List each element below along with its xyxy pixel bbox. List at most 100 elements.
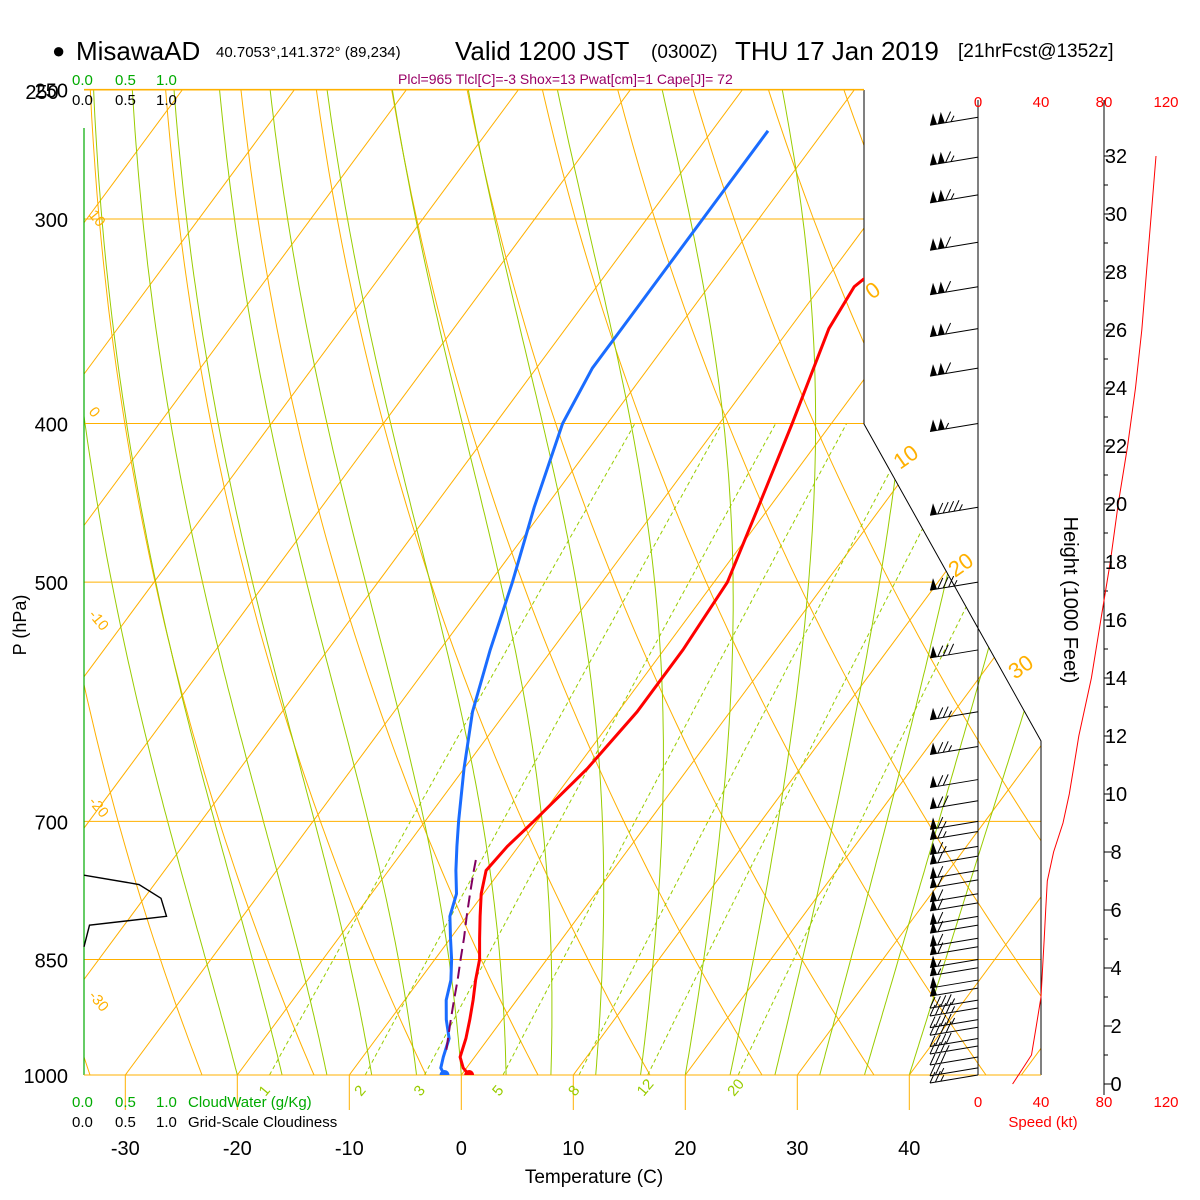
speed-bottom-tick: 120 (1153, 1094, 1178, 1111)
wind-barb-feather (934, 1052, 941, 1065)
wind-barb-feather (937, 933, 944, 946)
wind-barb-staff (929, 116, 979, 126)
isotherm-line (908, 90, 1041, 1075)
cloud-water-label: CloudWater (g/Kg) (188, 1094, 312, 1111)
sounding-indices: Plcl=965 Tlcl[C]=-3 Shox=13 Pwat[cm]=1 C… (398, 71, 733, 87)
wind-barb (929, 994, 979, 1009)
cloud-water-bottom-tick: 0.5 (115, 1094, 136, 1111)
temperature-trace (458, 129, 1038, 1075)
wind-barb-staff (929, 958, 979, 968)
cloudiness-top-tick: 0.0 (72, 92, 93, 109)
height-tick-label: 0 (1110, 1074, 1121, 1096)
wind-barb-staff (929, 915, 979, 925)
pressure-tick-label: 850 (35, 950, 68, 972)
wind-barb-feather (937, 796, 944, 808)
moist-adiabat-line (556, 90, 664, 1075)
wind-barb-feather (934, 1023, 941, 1035)
wind-barb (929, 976, 979, 989)
wind-barb-staff (929, 800, 979, 810)
wind-barb-feather (934, 995, 941, 1008)
wind-barb-feather (940, 1014, 947, 1026)
wind-barb-feather (945, 1021, 952, 1033)
wind-barb-feather (937, 741, 944, 754)
wind-barb-half-feather (942, 831, 947, 838)
mixing-ratio-label: 5 (489, 1082, 507, 1099)
wind-barb-flag (937, 362, 945, 375)
height-tick-label: 20 (1105, 494, 1127, 516)
wind-barb (929, 955, 979, 968)
wind-barb-feather (934, 1041, 941, 1054)
wind-barb-feather (934, 1070, 941, 1083)
wind-barb (929, 500, 979, 516)
dry-adiabat-line (391, 90, 763, 1075)
cloud-water-top-tick: 0.5 (115, 72, 136, 89)
wind-barb-feather (948, 575, 955, 588)
wind-barb (929, 1040, 979, 1055)
wind-barb-feather (942, 576, 949, 589)
height-tick-label: 4 (1110, 958, 1121, 980)
wind-barb-flag (930, 238, 937, 251)
dry-adiabat-line (240, 90, 539, 1075)
wind-barb-feather (929, 1016, 936, 1028)
wind-barb-flag (930, 866, 937, 879)
wind-barb-feather (942, 706, 949, 718)
wind-barb-flag (930, 113, 937, 126)
wind-barb-staff (929, 649, 979, 659)
station-name: MisawaAD (76, 36, 201, 66)
wind-barb-staff (929, 1067, 979, 1077)
isotherm-label: 10 (85, 207, 109, 231)
valid-time: Valid 1200 JST (455, 36, 630, 66)
dry-adiabat-line (1070, 89, 1200, 1075)
wind-barb-feather (940, 1051, 947, 1064)
wind-barb-feather (948, 643, 955, 656)
height-axis-label: Height (1000 Feet) (1059, 517, 1081, 684)
wind-barb-flag (930, 796, 937, 809)
valid-time-z: (0300Z) (651, 42, 718, 63)
mixing-ratio-line (364, 423, 723, 1075)
wind-barb (929, 984, 979, 997)
wind-barb-feather (929, 1035, 936, 1047)
wind-barb-staff (929, 987, 979, 997)
wind-barb-feather (945, 189, 952, 201)
wind-barb (929, 322, 979, 338)
wind-barb-staff (929, 194, 979, 204)
wind-barb-half-feather (951, 1006, 956, 1013)
wind-barb-flag (930, 707, 937, 720)
wind-barb (929, 851, 979, 865)
wind-barb-feather (942, 741, 949, 753)
wind-barb-flag (937, 281, 945, 294)
wind-barb (929, 741, 979, 755)
wind-barb-staff (929, 156, 979, 166)
wind-barb-flag (930, 827, 937, 840)
wind-barb-half-feather (951, 998, 956, 1005)
cloudiness-bottom-tick: 0.0 (72, 1114, 93, 1131)
mixing-ratio-line (578, 423, 916, 1075)
wind-barb-staff (929, 1026, 979, 1036)
wind-barb-flag (930, 921, 937, 934)
wind-barb-feather (929, 1064, 936, 1077)
wind-barb-feather (929, 1004, 936, 1017)
isotherm-line (84, 90, 408, 1075)
wind-barb (929, 151, 979, 166)
wind-barb (929, 1021, 979, 1036)
mixing-ratio-label: 2 (351, 1082, 369, 1099)
speed-bottom-tick: 40 (1033, 1094, 1050, 1111)
cloudiness-bottom-tick: 0.5 (115, 1114, 136, 1131)
wind-barb-feather (945, 151, 952, 163)
wind-barb-half-feather (948, 745, 953, 752)
wind-barb-half-feather (942, 820, 947, 828)
wind-barb-half-feather (945, 1045, 950, 1052)
height-tick-label: 16 (1105, 610, 1127, 632)
wind-barb-flag (930, 898, 937, 911)
speed-top-tick: 0 (974, 94, 982, 111)
pressure-tick-label: 700 (35, 812, 68, 834)
wind-barb-flag (930, 364, 937, 377)
station-coords: 40.7053°,141.372° (89,234) (216, 44, 401, 61)
height-tick-label: 14 (1105, 668, 1127, 690)
wind-barb-feather (937, 898, 944, 910)
wind-barb-feather (948, 500, 955, 513)
wind-barb-staff (929, 286, 979, 296)
height-tick-label: 18 (1105, 552, 1127, 574)
dry-adiabat-line (315, 90, 651, 1075)
height-tick-label: 6 (1110, 900, 1121, 922)
